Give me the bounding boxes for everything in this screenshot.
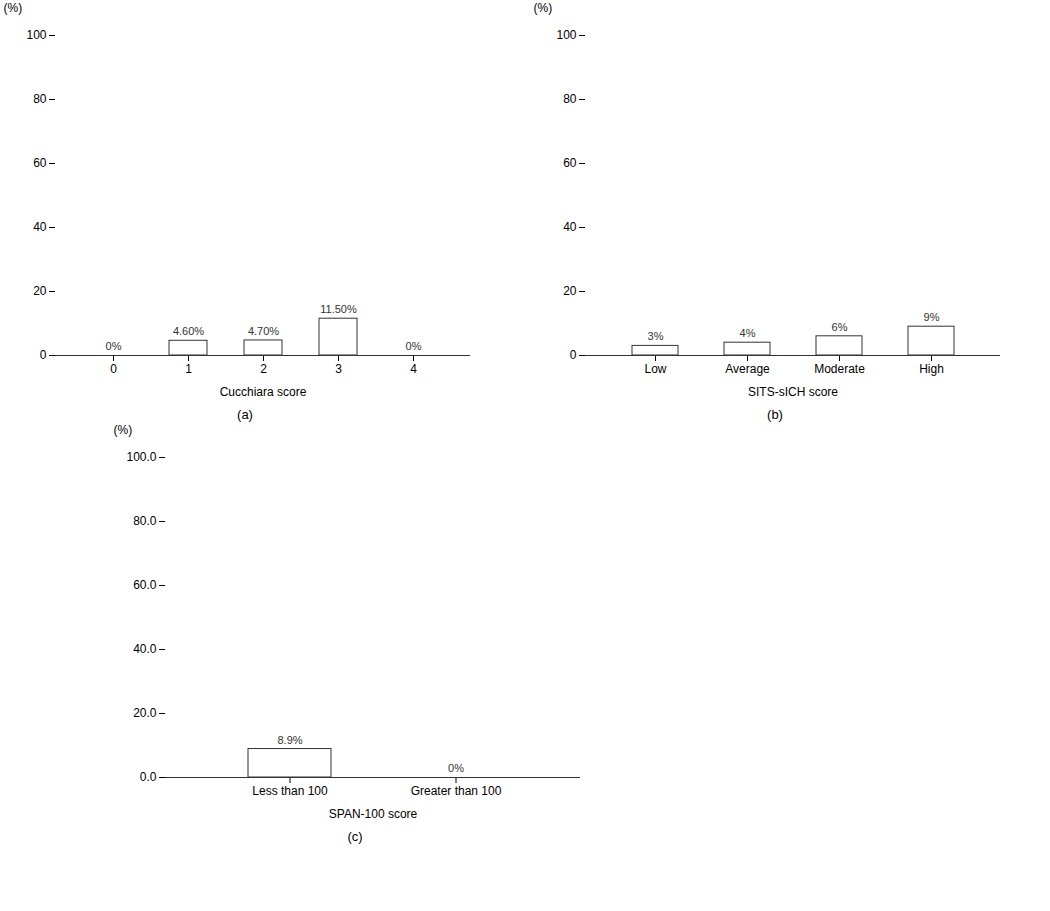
svg-text:20: 20 xyxy=(563,284,577,298)
svg-text:4.70%: 4.70% xyxy=(248,325,279,337)
svg-text:11.50%: 11.50% xyxy=(320,303,357,315)
svg-text:SPAN-100 score: SPAN-100 score xyxy=(329,807,418,821)
svg-text:80.0: 80.0 xyxy=(133,514,157,528)
svg-text:Moderate: Moderate xyxy=(814,362,865,376)
svg-text:(%): (%) xyxy=(4,1,23,15)
svg-text:0.0: 0.0 xyxy=(140,770,157,784)
svg-text:3%: 3% xyxy=(648,330,664,342)
svg-text:20: 20 xyxy=(33,284,47,298)
svg-text:100: 100 xyxy=(556,28,576,42)
svg-text:4.60%: 4.60% xyxy=(173,325,204,337)
svg-text:40: 40 xyxy=(563,220,577,234)
svg-text:Low: Low xyxy=(644,362,666,376)
svg-text:4%: 4% xyxy=(740,327,756,339)
svg-text:4: 4 xyxy=(410,362,417,376)
svg-text:0%: 0% xyxy=(106,340,122,352)
html-text:(b): (b) xyxy=(767,407,783,422)
svg-text:100: 100 xyxy=(26,28,46,42)
svg-text:9%: 9% xyxy=(924,311,940,323)
svg-text:60: 60 xyxy=(33,156,47,170)
svg-text:Cucchiara score: Cucchiara score xyxy=(220,385,307,399)
svg-text:Less than 100: Less than 100 xyxy=(252,784,328,798)
svg-text:0: 0 xyxy=(110,362,117,376)
svg-text:3: 3 xyxy=(335,362,342,376)
html-text:(c): (c) xyxy=(347,829,363,844)
svg-text:80: 80 xyxy=(563,92,577,106)
svg-text:100.0: 100.0 xyxy=(126,450,156,464)
svg-text:High: High xyxy=(919,362,944,376)
svg-text:(%): (%) xyxy=(114,423,133,437)
svg-text:0%: 0% xyxy=(406,340,422,352)
svg-text:8.9%: 8.9% xyxy=(277,734,302,746)
svg-text:0: 0 xyxy=(40,348,47,362)
svg-text:1: 1 xyxy=(185,362,192,376)
svg-text:0%: 0% xyxy=(448,762,464,774)
svg-text:2: 2 xyxy=(260,362,267,376)
svg-text:(%): (%) xyxy=(534,1,553,15)
svg-text:40.0: 40.0 xyxy=(133,642,157,656)
svg-text:6%: 6% xyxy=(832,321,848,333)
svg-text:Greater than 100: Greater than 100 xyxy=(411,784,502,798)
svg-text:20.0: 20.0 xyxy=(133,706,157,720)
svg-text:Average: Average xyxy=(725,362,770,376)
svg-text:60.0: 60.0 xyxy=(133,578,157,592)
svg-text:SITS-sICH score: SITS-sICH score xyxy=(748,385,838,399)
svg-text:0: 0 xyxy=(570,348,577,362)
svg-text:40: 40 xyxy=(33,220,47,234)
svg-text:60: 60 xyxy=(563,156,577,170)
html-text:(a): (a) xyxy=(237,407,253,422)
svg-text:80: 80 xyxy=(33,92,47,106)
